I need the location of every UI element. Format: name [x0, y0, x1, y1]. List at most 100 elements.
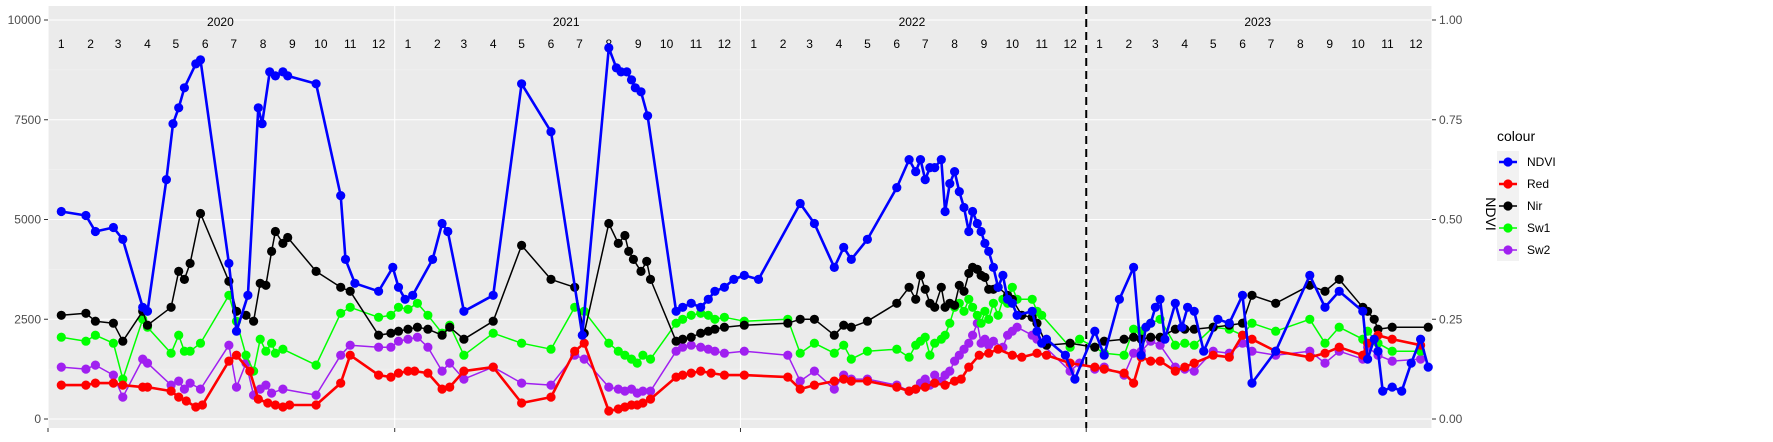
data-point-ndvi — [1099, 350, 1109, 360]
data-point-nir — [437, 330, 447, 340]
data-point-ndvi — [829, 262, 839, 272]
data-point-nir — [1387, 322, 1397, 332]
data-point-sw2 — [56, 362, 66, 372]
month-label: 4 — [836, 37, 843, 51]
data-point-ndvi — [1416, 334, 1426, 344]
legend-label: Nir — [1527, 199, 1542, 213]
data-point-sw1 — [1037, 310, 1047, 320]
data-point-sw1 — [423, 310, 433, 320]
year-label: 2020 — [207, 15, 234, 29]
data-point-ndvi — [195, 55, 206, 65]
data-point-ndvi — [1387, 382, 1397, 392]
data-point-red — [142, 382, 153, 392]
data-point-sw1 — [1305, 314, 1315, 324]
data-point-red — [829, 376, 839, 386]
data-point-nir — [719, 322, 730, 332]
data-point-sw2 — [783, 350, 793, 360]
data-point-sw2 — [336, 350, 346, 360]
data-point-nir — [166, 302, 176, 312]
month-label: 9 — [981, 37, 988, 51]
data-point-ndvi — [224, 258, 234, 268]
data-point-sw2 — [678, 342, 688, 352]
legend-key-point — [1503, 157, 1513, 167]
data-point-red — [437, 384, 447, 394]
data-point-sw2 — [964, 338, 974, 348]
month-label: 3 — [461, 37, 468, 51]
data-point-ndvi — [1334, 286, 1344, 296]
data-point-nir — [459, 334, 469, 344]
data-point-red — [1189, 358, 1199, 368]
data-point-red — [459, 366, 469, 376]
data-point-red — [719, 370, 730, 380]
data-point-nir — [1129, 332, 1139, 342]
data-point-red — [686, 368, 696, 378]
data-point-ndvi — [911, 167, 921, 177]
data-point-sw1 — [255, 334, 265, 344]
data-point-sw1 — [108, 338, 118, 348]
data-point-ndvi — [993, 282, 1003, 292]
month-label: 2 — [780, 37, 787, 51]
data-point-sw1 — [345, 302, 355, 312]
data-point-sw2 — [968, 330, 978, 340]
data-point-sw1 — [613, 346, 623, 356]
month-label: 10 — [1006, 37, 1020, 51]
data-point-ndvi — [81, 210, 91, 221]
legend-label: Sw2 — [1527, 243, 1551, 257]
data-point-ndvi — [437, 218, 447, 229]
data-point-sw1 — [278, 344, 288, 354]
month-label: 5 — [1210, 37, 1217, 51]
data-point-nir — [403, 324, 413, 334]
data-point-sw1 — [809, 338, 820, 348]
data-point-sw1 — [930, 338, 940, 348]
data-point-red — [197, 400, 207, 410]
y-tick-label-left: 0 — [34, 412, 41, 426]
data-point-sw2 — [412, 332, 422, 342]
data-point-sw2 — [671, 346, 681, 356]
data-point-ndvi — [636, 87, 646, 97]
month-label: 8 — [1297, 37, 1304, 51]
data-point-ndvi — [1363, 354, 1373, 364]
data-point-ndvi — [809, 218, 820, 229]
data-point-red — [706, 368, 716, 378]
data-point-sw1 — [710, 314, 720, 324]
data-point-sw1 — [403, 304, 413, 314]
data-point-sw1 — [604, 338, 614, 348]
data-point-ndvi — [1358, 306, 1368, 316]
data-point-sw1 — [678, 314, 688, 324]
data-point-sw1 — [964, 294, 974, 304]
data-point-nir — [1320, 286, 1330, 296]
data-point-sw2 — [261, 380, 271, 390]
data-point-red — [739, 370, 749, 380]
data-point-ndvi — [1189, 306, 1199, 316]
data-point-red — [1247, 334, 1257, 344]
data-point-red — [56, 380, 66, 390]
data-point-red — [993, 344, 1003, 354]
data-point-ndvi — [1305, 270, 1315, 280]
legend-key-point — [1503, 223, 1513, 233]
data-point-sw2 — [1320, 358, 1330, 368]
data-point-sw1 — [638, 350, 648, 360]
data-point-nir — [179, 274, 189, 284]
data-point-red — [1170, 366, 1180, 376]
data-point-sw1 — [336, 308, 346, 318]
data-point-red — [245, 366, 255, 376]
data-point-ndvi — [1320, 302, 1330, 312]
data-point-red — [181, 396, 191, 406]
data-point-nir — [892, 298, 902, 308]
data-point-sw2 — [638, 386, 648, 396]
month-label: 1 — [405, 37, 412, 51]
month-label: 11 — [690, 37, 703, 51]
month-label: 10 — [314, 37, 328, 51]
data-point-nir — [1146, 332, 1156, 342]
data-point-red — [546, 392, 556, 402]
data-point-ndvi — [1146, 318, 1156, 328]
data-point-red — [345, 350, 355, 360]
data-point-sw2 — [267, 388, 277, 398]
month-label: 1 — [1096, 37, 1103, 51]
data-point-red — [579, 338, 589, 348]
month-label: 10 — [1351, 37, 1365, 51]
data-point-nir — [620, 230, 630, 241]
month-label: 9 — [1326, 37, 1333, 51]
month-label: 6 — [1239, 37, 1246, 51]
data-point-sw1 — [488, 328, 498, 338]
